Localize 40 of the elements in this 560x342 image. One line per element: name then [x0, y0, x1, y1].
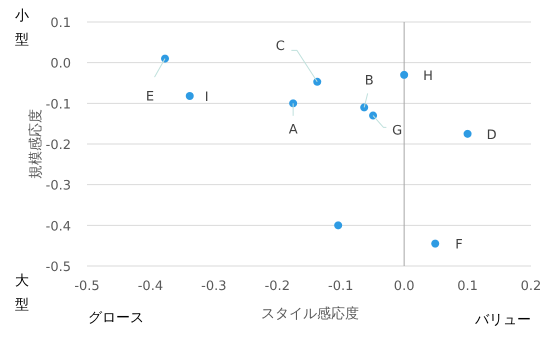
annotation: B	[364, 73, 374, 88]
y-tick-label: -0.1	[46, 97, 71, 112]
point	[400, 70, 408, 79]
annotation: H	[423, 68, 433, 84]
point	[360, 103, 368, 112]
y-tick-label: -0.5	[46, 260, 71, 275]
x-tick-label: -0.5	[74, 279, 100, 294]
text: グロース	[88, 310, 144, 326]
x-axis-title: スタイル感応度	[261, 306, 359, 322]
text: バリュー	[474, 312, 531, 328]
y-tick-label: -0.4	[46, 219, 71, 234]
x-tick-label: 0.1	[457, 279, 478, 294]
y-tick-label: 0.0	[50, 56, 71, 72]
point	[289, 99, 298, 108]
x-tick-label: 0.0	[394, 279, 414, 294]
y-tick-label: 0.1	[50, 16, 71, 31]
y-tick-label: -0.3	[46, 178, 71, 194]
annotation: E	[146, 90, 154, 105]
x-tick-label: -0.4	[138, 279, 164, 294]
point	[431, 240, 440, 248]
annotation: F	[455, 238, 463, 253]
x-tick-label: 0.2	[520, 279, 542, 294]
text: 小型	[15, 8, 29, 48]
annotation: G	[392, 124, 402, 139]
x-tick-label: -0.2	[264, 279, 290, 294]
annotation: C	[276, 38, 285, 54]
x-tick-label: -0.1	[328, 279, 354, 294]
point	[161, 54, 170, 63]
annotation: I	[204, 90, 209, 106]
point	[369, 112, 378, 120]
annotation: D	[486, 128, 497, 143]
y-tick-label: -0.2	[46, 138, 71, 153]
y-axis-title: 規模感応度	[28, 109, 44, 179]
annotation: A	[288, 122, 298, 138]
x-tick-label: -0.3	[201, 279, 227, 294]
point	[313, 78, 322, 86]
point	[334, 221, 342, 230]
text: 大型	[15, 273, 29, 313]
point	[186, 92, 194, 100]
point	[464, 130, 472, 138]
